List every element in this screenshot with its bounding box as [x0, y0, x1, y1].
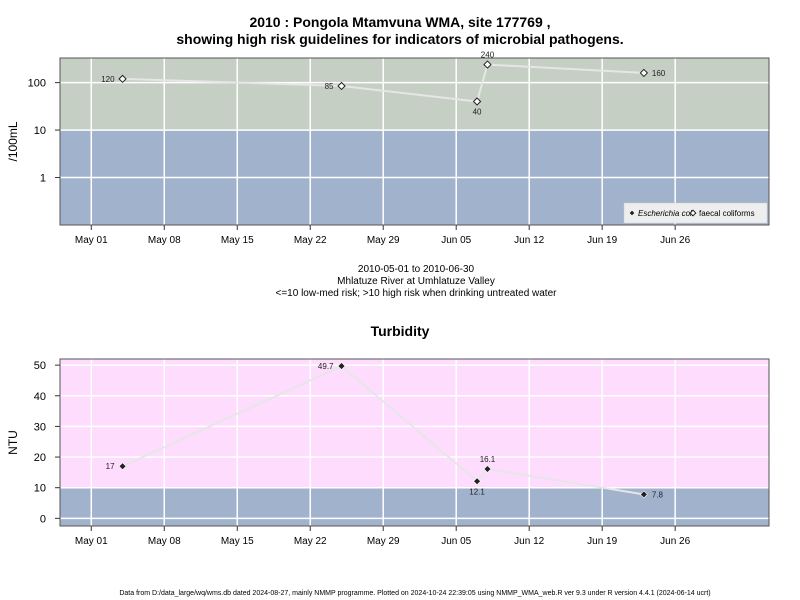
chart2-data-label-2: 12.1 [469, 487, 485, 496]
chart2-x-tick-label-3: May 22 [294, 536, 327, 547]
chart1-legend-label-0: Escherichia coli [638, 209, 694, 218]
chart1-x-tick-label-0: May 01 [75, 235, 108, 246]
chart2-data-label-1: 49.7 [318, 362, 334, 371]
chart2-x-tick-label-2: May 15 [221, 536, 254, 547]
chart1-x-tick-label-1: May 08 [148, 235, 181, 246]
chart2-data-point-2 [473, 477, 481, 486]
chart2-y-tick-label-2: 20 [34, 452, 46, 464]
chart1-x-tick-label-4: May 29 [367, 235, 400, 246]
chart1-data-label-1: 85 [325, 82, 334, 91]
chart1-title-line1: 2010 : Pongola Mtamvuna WMA, site 177769… [249, 14, 551, 30]
chart2-x-tick-label-0: May 01 [75, 536, 108, 547]
chart1-data-point-0 [118, 74, 127, 84]
chart1-x-tick-label-3: May 22 [294, 235, 327, 246]
chart2-y-axis-label: NTU [6, 430, 20, 455]
chart1-x-tick-label-5: Jun 05 [441, 235, 471, 246]
caption-date-range: 2010-05-01 to 2010-06-30 [357, 264, 475, 275]
chart2-risk-band-1 [60, 359, 769, 488]
chart2-x-tick-label-4: May 29 [367, 536, 400, 547]
chart2-y-tick-label-1: 10 [34, 483, 46, 495]
caption-risk-note: <=10 low-med risk; >10 high risk when dr… [275, 288, 557, 299]
chart1-legend-marker-1 [689, 209, 697, 217]
chart2-y-tick-label-0: 0 [40, 513, 46, 525]
footer-note: Data from D:/data_large/wq/wms.db dated … [119, 590, 711, 597]
chart1-plot-frame [59, 57, 770, 226]
chart1-data-label-0: 120 [101, 75, 115, 84]
chart1-x-tick-label-7: Jun 19 [587, 235, 617, 246]
chart1-data-point-1 [337, 81, 346, 91]
chart1-data-label-3: 240 [481, 51, 495, 60]
chart1-y-tick-label-1: 10 [34, 125, 46, 137]
chart2-plot-frame [59, 358, 770, 527]
chart1-x-tick-label-6: Jun 12 [514, 235, 544, 246]
chart1-legend-marker-0 [628, 209, 636, 217]
chart2-title: Turbidity [370, 323, 430, 339]
chart2-x-tick-label-1: May 08 [148, 536, 181, 547]
chart2-y-tick-label-4: 40 [34, 391, 46, 403]
chart1-y-tick-label-2: 100 [28, 78, 46, 90]
chart1-data-point-3 [483, 60, 492, 69]
chart1-x-tick-label-2: May 15 [221, 235, 254, 246]
chart2-x-tick-label-7: Jun 19 [587, 536, 617, 547]
chart2-data-point-3 [483, 465, 492, 473]
chart2-data-point-4 [639, 490, 648, 499]
chart2-data-label-3: 16.1 [480, 455, 496, 464]
chart1-x-tick-label-8: Jun 26 [660, 235, 690, 246]
chart2-x-tick-label-8: Jun 26 [660, 536, 690, 547]
chart2-x-tick-label-5: Jun 05 [441, 536, 471, 547]
chart2-data-label-0: 17 [106, 462, 115, 471]
chart1-data-label-2: 40 [473, 107, 482, 116]
chart1-data-point-2 [472, 97, 482, 106]
chart2-data-point-1 [337, 362, 346, 370]
chart1-data-label-4: 160 [652, 69, 666, 78]
caption-site: Mhlatuze River at Umhlatuze Valley [337, 276, 495, 287]
chart1-legend-label-1: faecal coliforms [699, 209, 755, 218]
chart2-x-tick-label-6: Jun 12 [514, 536, 544, 547]
chart2-risk-band-0 [60, 487, 769, 526]
chart2-data-label-4: 7.8 [652, 490, 664, 499]
chart1-title-line2: showing high risk guidelines for indicat… [176, 31, 624, 47]
chart1-data-point-4 [639, 68, 649, 78]
chart1-y-axis-label: /100mL [6, 121, 20, 161]
chart2-y-tick-label-5: 50 [34, 360, 46, 372]
chart1-y-tick-label-0: 1 [40, 173, 46, 185]
chart2-data-point-0 [118, 462, 127, 471]
chart2-y-tick-label-3: 30 [34, 421, 46, 433]
